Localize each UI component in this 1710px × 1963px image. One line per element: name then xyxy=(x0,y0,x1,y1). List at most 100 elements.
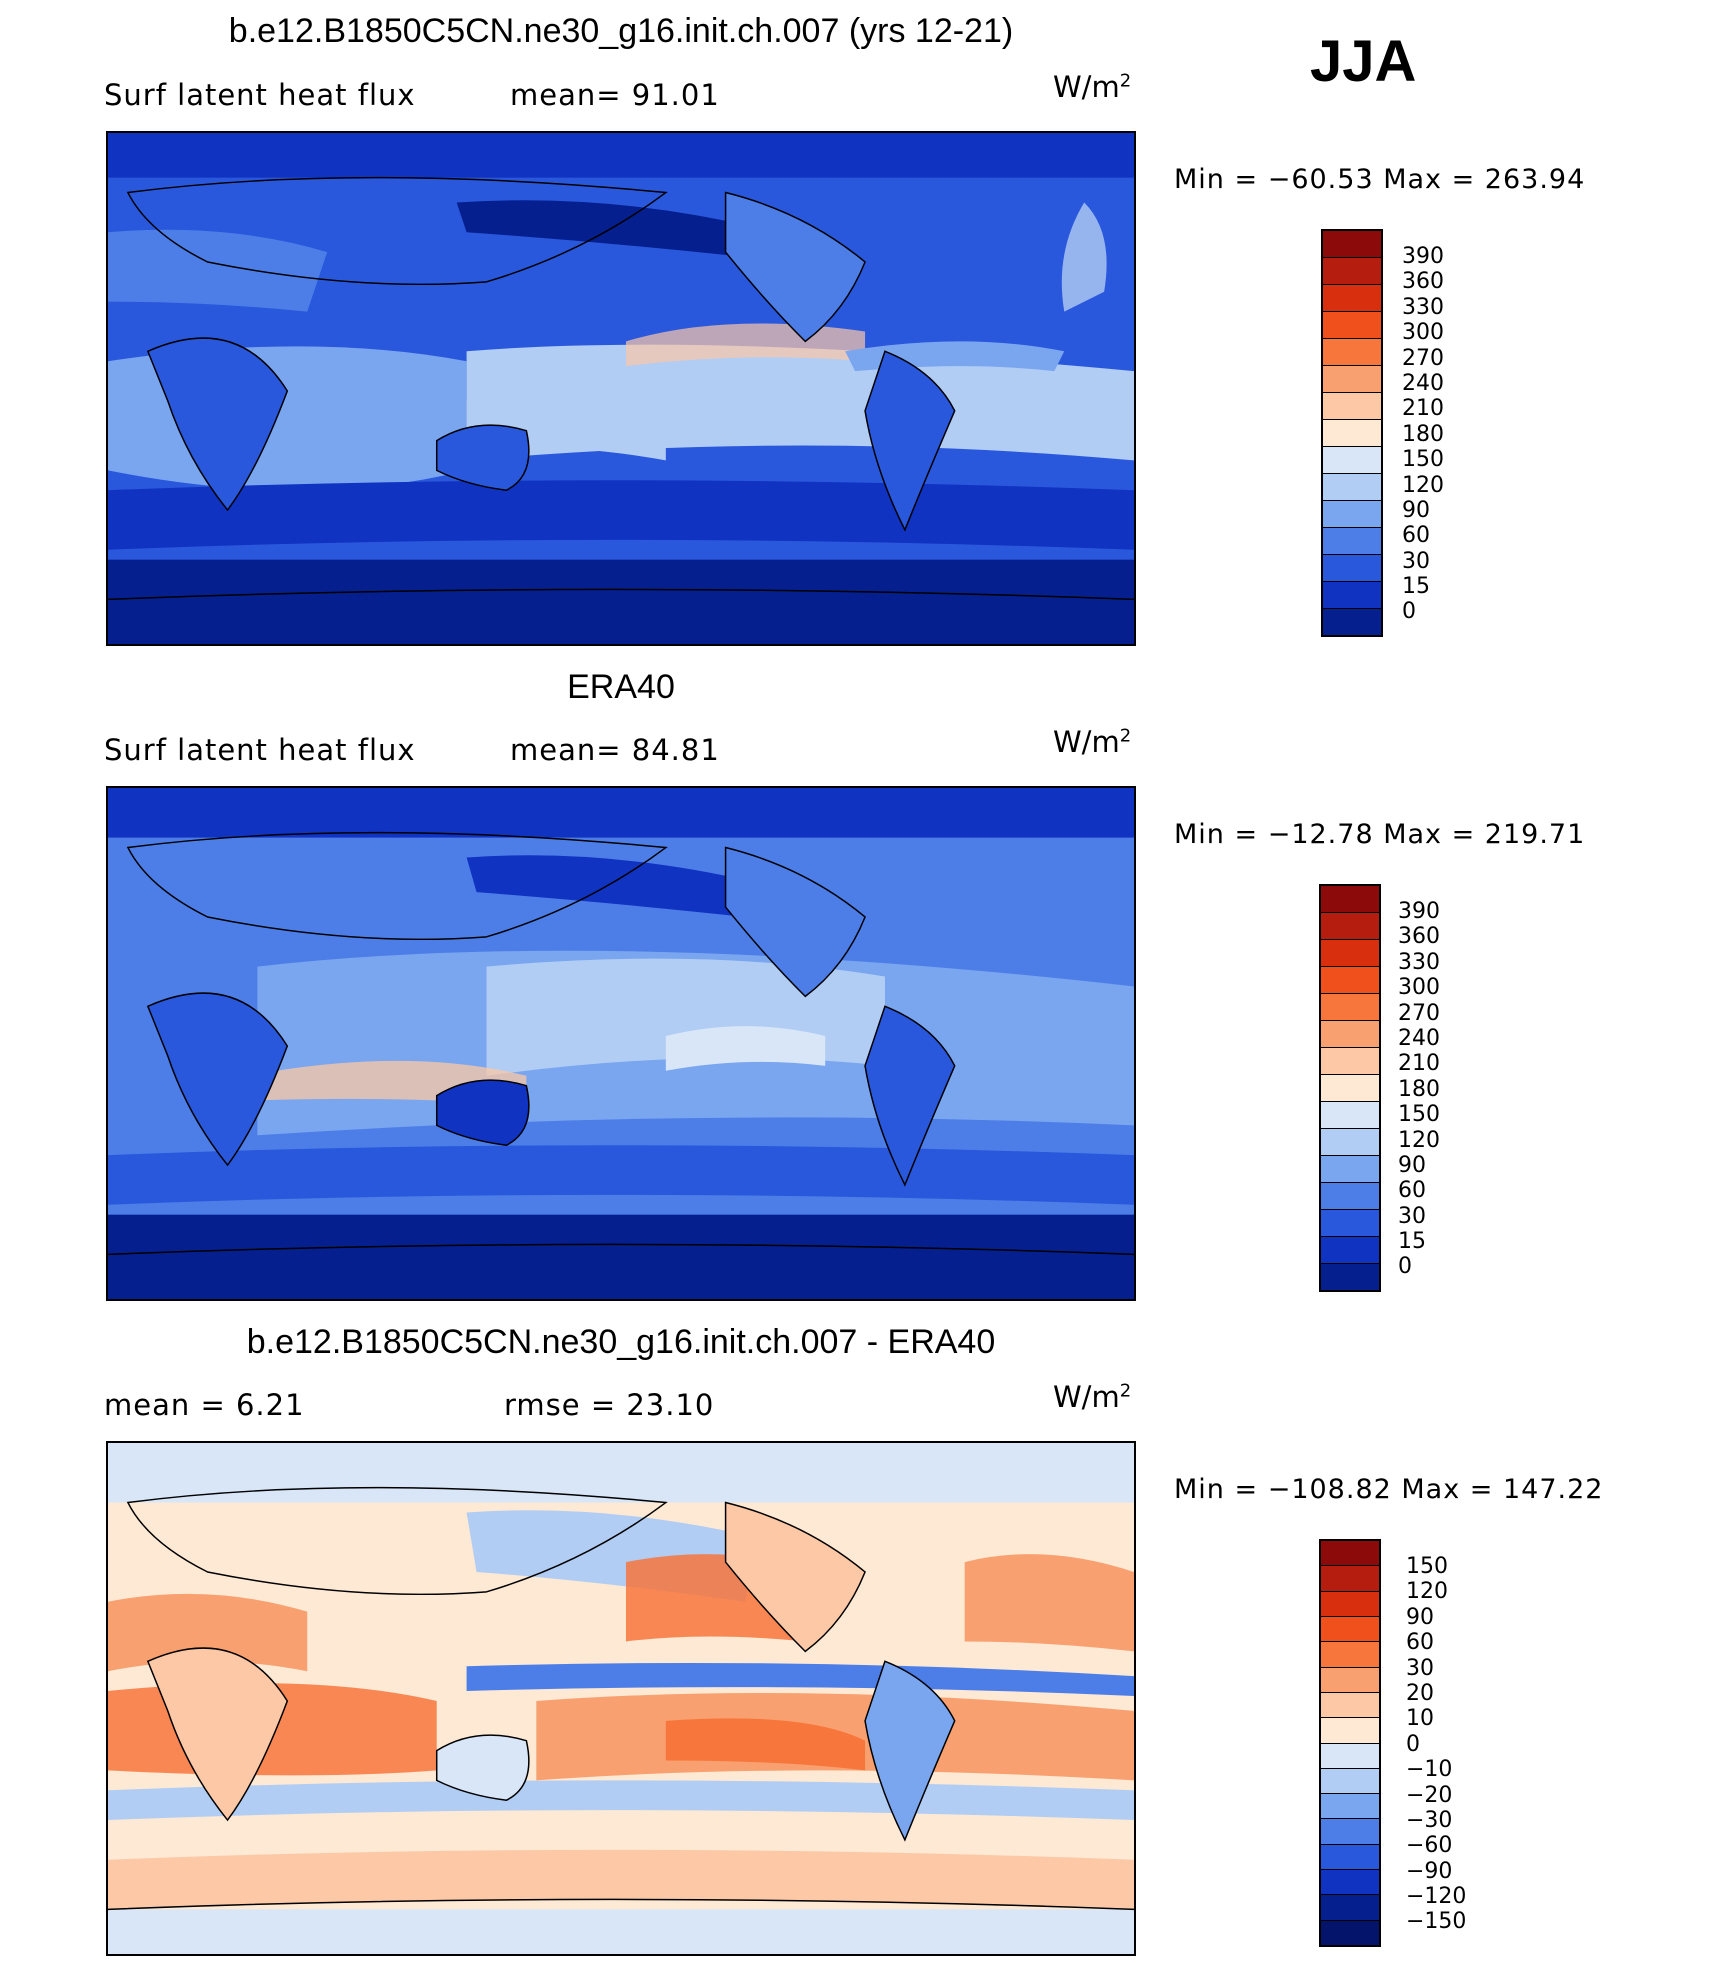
map-model xyxy=(106,131,1136,646)
colorbar-label: −20 xyxy=(1406,1782,1453,1808)
colorbar-label: 210 xyxy=(1398,1051,1440,1077)
colorbar-swatch xyxy=(1323,312,1381,339)
colorbar-label: 390 xyxy=(1402,244,1444,269)
colorbar-label: 270 xyxy=(1402,345,1444,371)
colorbar-swatch xyxy=(1323,231,1381,258)
colorbar-label: −90 xyxy=(1406,1858,1453,1884)
colorbar-labels: 390 360 330 300 270 240 210 180 150 120 … xyxy=(1398,899,1440,1280)
colorbar-swatch xyxy=(1321,1021,1379,1048)
colorbar-label: 60 xyxy=(1398,1178,1426,1204)
colorbar-label: −10 xyxy=(1406,1757,1453,1783)
colorbar-label: 120 xyxy=(1402,472,1444,498)
colorbar-label: 15 xyxy=(1398,1229,1426,1255)
colorbar-swatch xyxy=(1321,1870,1379,1896)
colorbar-label: 0 xyxy=(1402,599,1416,625)
colorbar-swatch xyxy=(1321,967,1379,994)
colorbar-swatch xyxy=(1323,474,1381,501)
colorbar-swatch xyxy=(1323,555,1381,582)
colorbar-label: 0 xyxy=(1398,1254,1412,1280)
colorbar-swatch xyxy=(1321,886,1379,913)
colorbar-swatch xyxy=(1321,1667,1379,1693)
colorbar-label: 0 xyxy=(1406,1731,1420,1757)
colorbar-swatch xyxy=(1321,1048,1379,1075)
colorbar xyxy=(1319,1539,1381,1947)
colorbar-label: 120 xyxy=(1398,1127,1440,1153)
colorbar-swatch xyxy=(1321,1616,1379,1643)
colorbar-swatch xyxy=(1323,501,1381,528)
colorbar-swatch xyxy=(1321,1102,1379,1129)
colorbar-label: 90 xyxy=(1398,1152,1426,1178)
colorbar-swatch xyxy=(1321,1156,1379,1183)
panel-title: b.e12.B1850C5CN.ne30_g16.init.ch.007 - E… xyxy=(246,1323,996,1361)
colorbar-label: −30 xyxy=(1406,1807,1453,1833)
mean-label: mean= 91.01 xyxy=(510,78,720,112)
colorbar-swatch xyxy=(1321,940,1379,967)
colorbar-label: 180 xyxy=(1398,1076,1440,1102)
colorbar-swatch xyxy=(1321,1591,1379,1617)
colorbar-swatch xyxy=(1321,1895,1379,1921)
colorbar-label: 270 xyxy=(1398,1000,1440,1026)
colorbar-swatch xyxy=(1323,582,1381,609)
colorbar-label: 150 xyxy=(1398,1102,1440,1128)
colorbar-label: 30 xyxy=(1398,1203,1426,1229)
rmse-label: rmse = 23.10 xyxy=(504,1388,715,1422)
minmax-label: Min = −108.82 Max = 147.22 xyxy=(1174,1474,1604,1505)
colorbar-swatch xyxy=(1321,1768,1379,1795)
units-label: W/m2 xyxy=(1053,70,1132,104)
colorbar-swatch xyxy=(1321,1129,1379,1156)
colorbar-label: 150 xyxy=(1402,447,1444,473)
colorbar-label: 60 xyxy=(1402,523,1430,549)
mean-label: mean= 84.81 xyxy=(510,733,720,767)
colorbar-swatch xyxy=(1321,1692,1379,1719)
colorbar-swatch xyxy=(1321,1210,1379,1237)
minmax-label: Min = −60.53 Max = 263.94 xyxy=(1174,164,1586,195)
colorbar-swatch xyxy=(1323,420,1381,447)
colorbar-label: 240 xyxy=(1402,370,1444,396)
colorbar-labels: 150 120 90 60 30 20 10 0 −10 −20 −30 −60… xyxy=(1406,1554,1466,1935)
colorbar-swatch xyxy=(1321,1743,1379,1769)
colorbar xyxy=(1321,229,1383,637)
colorbar-label: 210 xyxy=(1402,396,1444,422)
colorbar-swatch xyxy=(1321,994,1379,1021)
colorbar-label: 300 xyxy=(1398,975,1440,1001)
colorbar-swatch xyxy=(1323,339,1381,366)
colorbar-label: 360 xyxy=(1398,924,1440,950)
colorbar xyxy=(1319,884,1381,1292)
colorbar-swatch xyxy=(1321,1183,1379,1210)
panel-title: b.e12.B1850C5CN.ne30_g16.init.ch.007 (yr… xyxy=(228,12,1014,50)
colorbar-label: −120 xyxy=(1406,1884,1467,1910)
colorbar-label: 330 xyxy=(1398,949,1440,975)
colorbar-label: 30 xyxy=(1406,1655,1434,1681)
mean-label: mean = 6.21 xyxy=(104,1388,305,1422)
variable-label: Surf latent heat flux xyxy=(104,78,416,112)
units-label: W/m2 xyxy=(1053,1380,1132,1414)
colorbar-swatch xyxy=(1323,393,1381,420)
colorbar-label: 90 xyxy=(1406,1604,1434,1630)
colorbar-label: 120 xyxy=(1406,1579,1448,1605)
colorbar-swatch xyxy=(1323,447,1381,474)
map-difference-field xyxy=(108,1443,1134,1954)
colorbar-labels: 390 360 330 300 270 240 210 180 150 120 … xyxy=(1402,244,1444,625)
colorbar-label: 240 xyxy=(1398,1025,1440,1051)
colorbar-label: 60 xyxy=(1406,1630,1434,1656)
colorbar-label: 360 xyxy=(1402,269,1444,295)
colorbar-swatch xyxy=(1321,1075,1379,1102)
colorbar-swatch xyxy=(1323,285,1381,312)
colorbar-label: 330 xyxy=(1402,294,1444,320)
season-label: JJA xyxy=(1310,29,1417,94)
colorbar-swatch xyxy=(1321,1819,1379,1845)
colorbar-swatch xyxy=(1323,258,1381,285)
map-model-field xyxy=(108,133,1134,644)
panel-title: ERA40 xyxy=(567,668,675,706)
map-era40-field xyxy=(108,788,1134,1299)
colorbar-swatch xyxy=(1321,1566,1379,1592)
colorbar-swatch xyxy=(1321,1920,1379,1945)
colorbar-swatch xyxy=(1321,1794,1379,1820)
colorbar-swatch xyxy=(1321,1264,1379,1290)
colorbar-swatch xyxy=(1321,913,1379,940)
map-difference xyxy=(106,1441,1136,1956)
colorbar-label: 20 xyxy=(1406,1680,1434,1706)
colorbar-label: 390 xyxy=(1398,899,1440,924)
colorbar-label: 300 xyxy=(1402,320,1444,346)
colorbar-swatch xyxy=(1321,1237,1379,1264)
